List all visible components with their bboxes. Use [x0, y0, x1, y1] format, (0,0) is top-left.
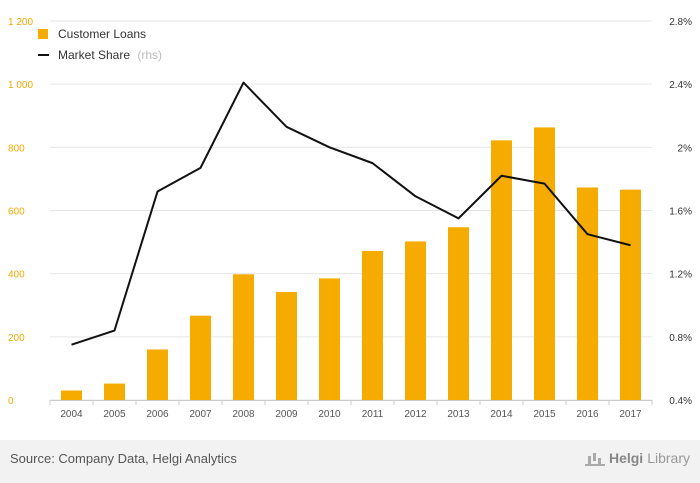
legend-label-market-share: Market Share: [58, 48, 130, 62]
legend: Customer Loans Market Share (rhs): [38, 27, 162, 62]
x-tick-label: 2014: [490, 409, 513, 420]
left-axis: 0 200 400 600 800 1 000 1 200: [8, 17, 33, 407]
x-tick-label: 2009: [275, 409, 298, 420]
x-tick-label: 2017: [619, 409, 642, 420]
bar: [319, 278, 340, 400]
left-tick-label: 1 000: [8, 80, 33, 91]
left-tick-label: 800: [8, 143, 25, 154]
gridlines: [50, 20, 652, 401]
left-tick-label: 200: [8, 333, 25, 344]
x-tick-label: 2015: [533, 409, 556, 420]
brand-logo[interactable]: Helgi Library: [584, 450, 690, 466]
x-tick-label: 2011: [362, 409, 384, 420]
bar: [448, 227, 469, 400]
x-axis: 2004 2005 2006 2007 2008 2009 2010 2011 2012 2013…: [49, 400, 653, 420]
brand-name-part1: Helgi: [608, 450, 644, 466]
chart: 0 200 400 600 800 1 000 1 200 0.4% 0.8% 1.2% 1.6%…: [8, 17, 692, 420]
right-tick-label: 2.4%: [669, 80, 692, 91]
right-tick-label: 2%: [678, 143, 693, 154]
bar: [491, 140, 512, 400]
x-tick-label: 2005: [103, 409, 126, 420]
bar: [61, 390, 82, 400]
bar: [104, 383, 125, 400]
x-tick-label: 2012: [404, 409, 427, 420]
helgi-logo-icon: [584, 450, 605, 466]
line-series-market-share: [71, 81, 631, 346]
right-tick-label: 0.8%: [669, 333, 692, 344]
legend-label-rhs: (rhs): [137, 48, 162, 62]
x-tick-label: 2013: [447, 409, 470, 420]
x-tick-label: 2007: [189, 409, 212, 420]
x-tick-label: 2016: [576, 409, 599, 420]
right-tick-label: 1.2%: [669, 270, 692, 281]
bar: [534, 127, 555, 400]
bar: [190, 315, 211, 400]
svg-text:Market Share (rhs): Market Share (rhs): [58, 48, 162, 62]
right-axis: 0.4% 0.8% 1.2% 1.6% 2% 2.4% 2.8%: [669, 17, 692, 407]
footer-bar: [0, 440, 700, 483]
right-tick-label: 0.4%: [669, 396, 692, 407]
bar: [577, 187, 598, 400]
left-tick-label: 0: [8, 396, 14, 407]
bar: [233, 274, 254, 400]
bar: [362, 250, 383, 400]
bar: [405, 241, 426, 400]
source-text: Source: Company Data, Helgi Analytics: [10, 451, 237, 466]
brand-name-part2: Library: [647, 450, 690, 466]
x-tick-label: 2010: [318, 409, 341, 420]
legend-swatch-customer-loans: [38, 29, 48, 39]
bar-series-customer-loans: [61, 127, 641, 400]
x-tick-label: 2008: [232, 409, 255, 420]
right-tick-label: 2.8%: [669, 17, 692, 28]
bar: [276, 291, 297, 400]
left-tick-label: 400: [8, 270, 25, 281]
x-tick-label: 2004: [60, 409, 83, 420]
x-tick-label: 2006: [146, 409, 169, 420]
legend-label-customer-loans: Customer Loans: [58, 27, 146, 41]
bar: [620, 189, 641, 400]
left-tick-label: 1 200: [8, 17, 33, 28]
right-tick-label: 1.6%: [669, 207, 692, 218]
left-tick-label: 600: [8, 207, 25, 218]
market-share-line: [71, 81, 631, 346]
bar: [147, 349, 168, 400]
